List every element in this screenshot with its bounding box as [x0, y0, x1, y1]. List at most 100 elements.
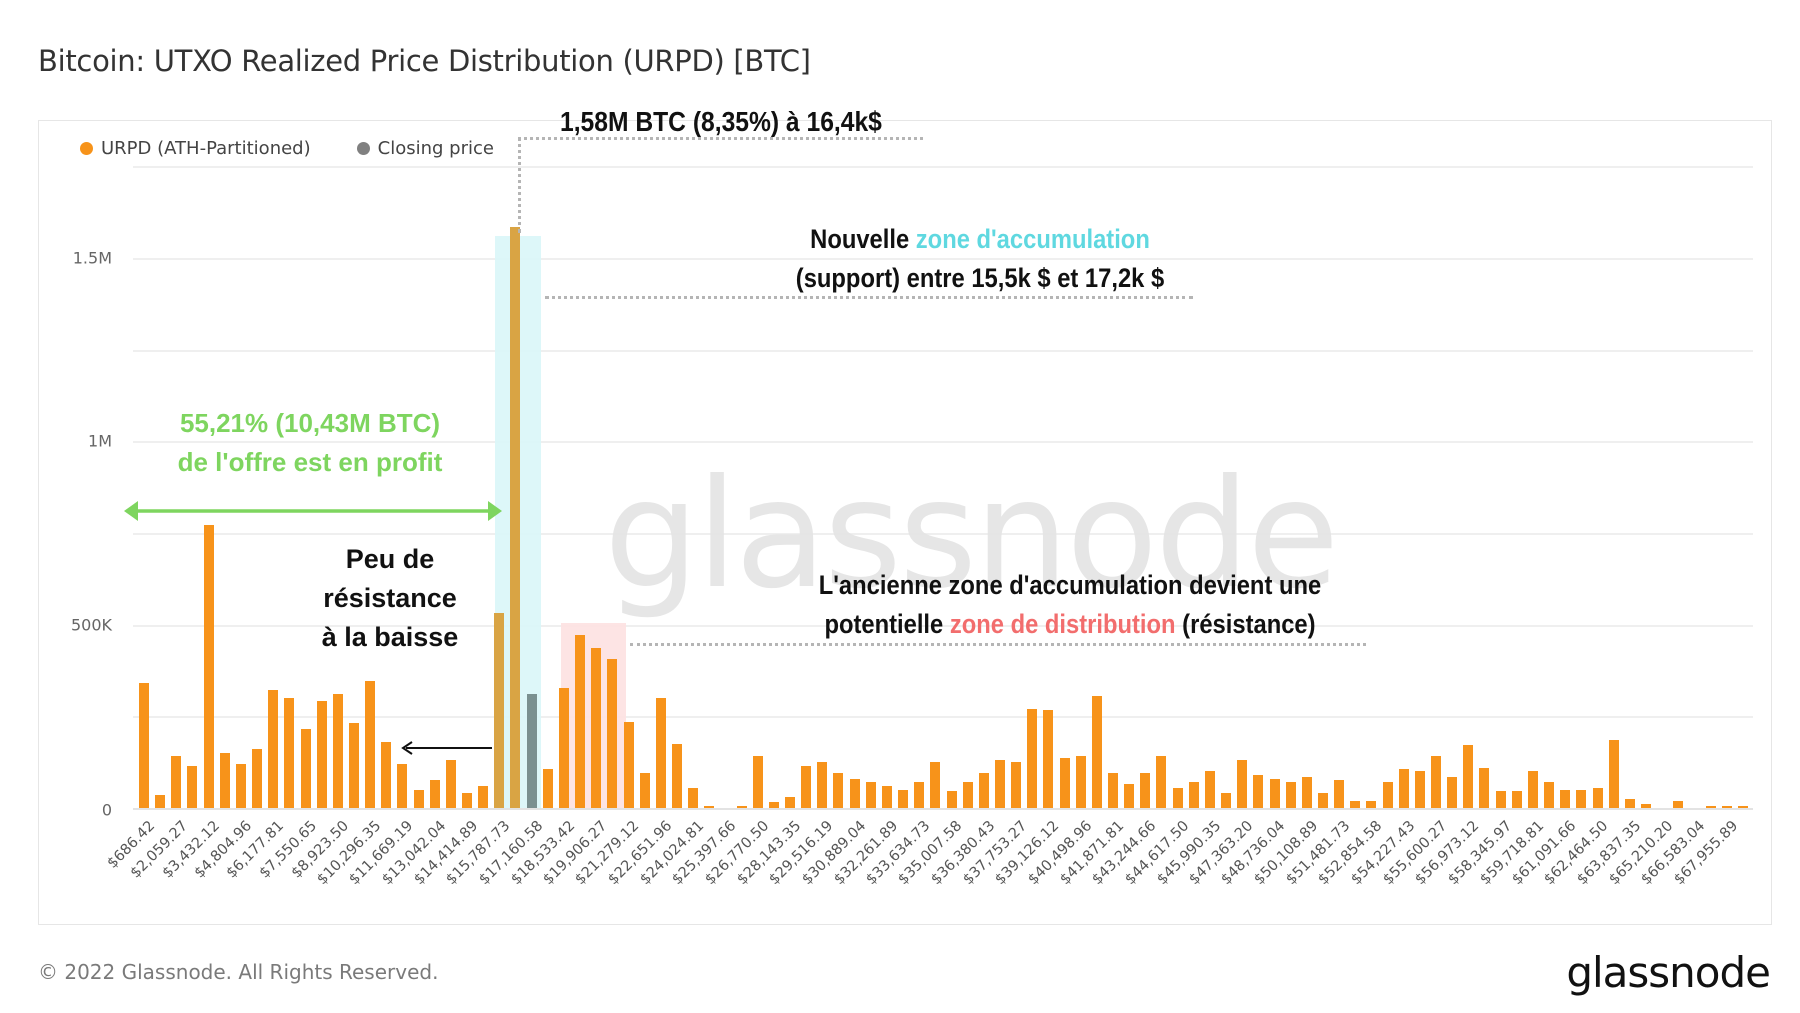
urpd-bar[interactable]: [1204, 771, 1215, 808]
urpd-bar[interactable]: [704, 806, 715, 808]
urpd-bar[interactable]: [1011, 762, 1022, 808]
urpd-bar[interactable]: [849, 778, 860, 808]
urpd-bar[interactable]: [865, 782, 876, 808]
urpd-bar[interactable]: [171, 756, 182, 808]
urpd-bar[interactable]: [558, 688, 569, 808]
urpd-bar[interactable]: [1156, 756, 1167, 808]
urpd-bar[interactable]: [591, 647, 602, 808]
urpd-bar[interactable]: [655, 697, 666, 808]
urpd-bar[interactable]: [914, 782, 925, 808]
urpd-bar[interactable]: [1527, 771, 1538, 808]
urpd-bar[interactable]: [946, 791, 957, 808]
urpd-bar[interactable]: [235, 763, 246, 808]
urpd-bar[interactable]: [930, 762, 941, 808]
urpd-bar[interactable]: [1237, 760, 1248, 808]
urpd-bar[interactable]: [1431, 756, 1441, 808]
urpd-bar[interactable]: [1253, 774, 1264, 808]
urpd-bar[interactable]: [1350, 800, 1361, 808]
urpd-bar[interactable]: [639, 773, 650, 808]
urpd-bar[interactable]: [1463, 745, 1474, 808]
urpd-bar[interactable]: [736, 806, 747, 808]
urpd-bar[interactable]: [542, 769, 553, 808]
urpd-bar[interactable]: [1544, 782, 1555, 808]
urpd-bar[interactable]: [1285, 782, 1296, 808]
urpd-bar[interactable]: [1495, 791, 1506, 808]
urpd-bar[interactable]: [1124, 784, 1135, 808]
urpd-bar[interactable]: [462, 793, 472, 808]
urpd-bar[interactable]: [155, 795, 166, 808]
urpd-bar[interactable]: [1172, 787, 1183, 808]
urpd-bar[interactable]: [962, 782, 973, 808]
urpd-bar[interactable]: [1043, 710, 1054, 808]
urpd-bar[interactable]: [1737, 806, 1748, 808]
urpd-bar[interactable]: [1705, 806, 1716, 808]
urpd-bar[interactable]: [397, 763, 408, 808]
urpd-bar[interactable]: [252, 749, 263, 808]
urpd-bar[interactable]: [284, 697, 295, 808]
urpd-bar[interactable]: [139, 682, 149, 808]
urpd-bar[interactable]: [607, 658, 618, 808]
urpd-bar[interactable]: [1447, 776, 1458, 808]
urpd-bar[interactable]: [1414, 771, 1425, 808]
urpd-bar[interactable]: [817, 762, 828, 808]
urpd-bar[interactable]: [575, 635, 586, 808]
urpd-bar[interactable]: [348, 723, 359, 808]
urpd-bar[interactable]: [365, 681, 376, 808]
urpd-bar[interactable]: [1382, 782, 1393, 808]
urpd-bar[interactable]: [187, 765, 198, 808]
urpd-bar[interactable]: [1075, 756, 1086, 808]
urpd-bar[interactable]: [1560, 789, 1571, 808]
urpd-bar[interactable]: [203, 524, 214, 808]
urpd-bar[interactable]: [671, 743, 682, 808]
urpd-bar[interactable]: [688, 787, 699, 808]
urpd-bar[interactable]: [1673, 800, 1684, 808]
urpd-bar[interactable]: [1269, 778, 1280, 808]
closing-price-bar[interactable]: [526, 693, 537, 808]
urpd-bar[interactable]: [1576, 789, 1587, 808]
urpd-bar[interactable]: [978, 773, 989, 808]
urpd-bar[interactable]: [833, 773, 844, 808]
glassnode-logo[interactable]: glassnode: [1566, 948, 1771, 997]
urpd-bar[interactable]: [429, 780, 440, 808]
urpd-bar[interactable]: [1479, 767, 1490, 808]
urpd-bar[interactable]: [1592, 787, 1603, 808]
urpd-bar[interactable]: [300, 728, 311, 808]
urpd-bar[interactable]: [316, 701, 327, 808]
urpd-bar[interactable]: [494, 612, 505, 808]
urpd-bar[interactable]: [752, 756, 763, 808]
urpd-bar[interactable]: [1334, 780, 1345, 808]
urpd-bar[interactable]: [332, 693, 343, 808]
urpd-bar[interactable]: [623, 721, 634, 808]
urpd-bar[interactable]: [1027, 708, 1038, 808]
urpd-bar[interactable]: [1140, 773, 1151, 808]
urpd-bar[interactable]: [1624, 798, 1635, 808]
urpd-bar[interactable]: [1188, 782, 1199, 808]
urpd-bar[interactable]: [1608, 739, 1619, 808]
urpd-bar[interactable]: [1108, 773, 1118, 808]
urpd-bar[interactable]: [1398, 769, 1409, 808]
urpd-bar[interactable]: [1721, 806, 1732, 808]
urpd-bar[interactable]: [801, 765, 812, 808]
urpd-bar[interactable]: [510, 226, 521, 808]
urpd-bar[interactable]: [1221, 793, 1232, 808]
urpd-bar[interactable]: [268, 690, 279, 808]
urpd-bar[interactable]: [381, 741, 392, 808]
urpd-bar[interactable]: [768, 802, 779, 808]
urpd-bar[interactable]: [1301, 776, 1312, 808]
urpd-bar[interactable]: [1091, 695, 1102, 808]
urpd-bar[interactable]: [478, 785, 489, 808]
urpd-bar[interactable]: [1640, 804, 1651, 808]
urpd-bar[interactable]: [898, 789, 909, 808]
legend-item-urpd[interactable]: URPD (ATH-Partitioned): [80, 138, 311, 159]
urpd-bar[interactable]: [413, 789, 424, 808]
urpd-bar[interactable]: [785, 796, 795, 808]
urpd-bar[interactable]: [994, 760, 1005, 808]
urpd-bar[interactable]: [1059, 758, 1070, 808]
urpd-bar[interactable]: [1511, 791, 1522, 808]
urpd-bar[interactable]: [881, 785, 892, 808]
legend-item-closing-price[interactable]: Closing price: [356, 138, 494, 159]
urpd-bar[interactable]: [219, 752, 230, 808]
urpd-bar[interactable]: [1366, 800, 1377, 808]
urpd-bar[interactable]: [1317, 793, 1328, 808]
urpd-bar[interactable]: [445, 760, 456, 808]
